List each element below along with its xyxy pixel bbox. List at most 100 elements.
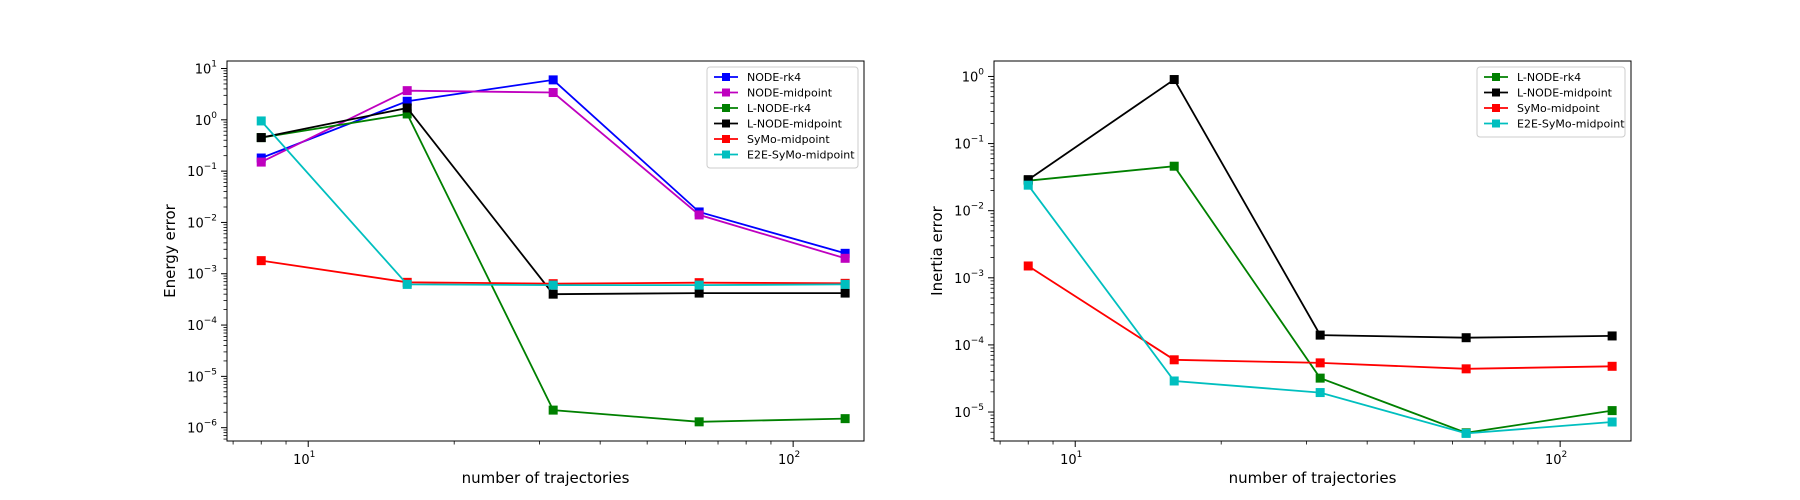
legend-box bbox=[1476, 66, 1626, 138]
legend-entry-node-midpoint: NODE-midpoint bbox=[714, 87, 833, 100]
series-symo-midpoint bbox=[1023, 261, 1617, 374]
series-l-node-midpoint bbox=[1023, 75, 1617, 343]
legend-entry-l-node-midpoint: L-NODE-midpoint bbox=[714, 118, 843, 131]
y-tick-label: 10−4 bbox=[954, 336, 984, 354]
legend-marker bbox=[722, 88, 730, 97]
legend-label: L-NODE-rk4 bbox=[1517, 71, 1581, 84]
x-axis-label: number of trajectories bbox=[462, 469, 630, 487]
legend-label: NODE-rk4 bbox=[747, 71, 801, 84]
y-tick-label: 101 bbox=[195, 59, 217, 77]
legend-marker bbox=[722, 73, 730, 81]
legend-label: E2E-SyMo-midpoint bbox=[747, 149, 855, 162]
data-point bbox=[1315, 388, 1325, 398]
legend-marker bbox=[1492, 119, 1500, 128]
legend-entry-e2e-symo-midpoint: E2E-SyMo-midpoint bbox=[714, 149, 855, 162]
data-point bbox=[1607, 417, 1617, 427]
data-point bbox=[548, 75, 558, 85]
data-point bbox=[548, 88, 558, 98]
y-tick-label: 10−3 bbox=[954, 269, 984, 287]
data-point bbox=[694, 280, 704, 290]
legend-entry-symo-midpoint: SyMo-midpoint bbox=[714, 133, 830, 146]
data-point bbox=[1607, 361, 1617, 371]
y-axis-label: Energy error bbox=[161, 203, 179, 297]
data-point bbox=[1315, 373, 1325, 383]
x-tick-label: 101 bbox=[293, 450, 315, 468]
data-point bbox=[1169, 75, 1179, 85]
y-tick-label: 10−6 bbox=[187, 419, 217, 437]
data-point bbox=[1169, 376, 1179, 386]
legend-entry-symo-midpoint: SyMo-midpoint bbox=[1484, 102, 1600, 115]
data-point bbox=[256, 256, 266, 266]
data-point bbox=[1023, 261, 1033, 271]
plot-frame bbox=[993, 60, 1632, 442]
data-point bbox=[1461, 364, 1471, 374]
legend-label: E2E-SyMo-midpoint bbox=[1517, 118, 1625, 131]
data-point bbox=[402, 279, 412, 289]
legend-label: L-NODE-rk4 bbox=[747, 102, 811, 115]
data-point bbox=[840, 248, 850, 258]
data-point bbox=[256, 157, 266, 167]
y-tick-label: 10−1 bbox=[954, 135, 984, 153]
data-point bbox=[840, 253, 850, 263]
legend-entry-node-rk4: NODE-rk4 bbox=[714, 71, 801, 84]
y-tick-label: 10−1 bbox=[187, 162, 217, 180]
legend-entry-l-node-midpoint: L-NODE-midpoint bbox=[1484, 87, 1613, 100]
series-e2e-symo-midpoint bbox=[1023, 180, 1617, 438]
series-l-node-midpoint bbox=[256, 103, 850, 299]
legend: NODE-rk4 NODE-midpoint L-NODE-rk4 L-NODE-mi… bbox=[706, 66, 859, 169]
data-point bbox=[256, 133, 266, 143]
legend-marker bbox=[1492, 104, 1500, 112]
minor-ticks bbox=[990, 79, 1539, 445]
chart-1: 101 102 10−6 10−5 10−4 10−3 10−2 10−1 100 101 numb… bbox=[161, 59, 865, 487]
data-point bbox=[1315, 358, 1325, 368]
data-point bbox=[402, 96, 412, 106]
data-point bbox=[548, 280, 558, 290]
data-point bbox=[1169, 355, 1179, 365]
minor-ticks bbox=[223, 70, 772, 445]
legend-marker bbox=[1492, 73, 1500, 81]
data-point bbox=[256, 116, 266, 126]
y-tick-label: 10−5 bbox=[187, 367, 217, 385]
legend: L-NODE-rk4 L-NODE-midpoint SyMo-midpoint E2… bbox=[1476, 66, 1626, 138]
data-point bbox=[694, 417, 704, 427]
y-tick-label: 10−5 bbox=[954, 403, 984, 421]
y-tick-label: 10−4 bbox=[187, 316, 217, 334]
data-point bbox=[840, 279, 850, 289]
x-tick-label: 102 bbox=[778, 450, 800, 468]
legend-label: L-NODE-midpoint bbox=[747, 118, 843, 131]
x-tick-label: 102 bbox=[1545, 450, 1567, 468]
y-tick-label: 10−2 bbox=[954, 202, 984, 220]
data-point bbox=[1023, 180, 1033, 190]
data-point bbox=[402, 86, 412, 96]
legend-marker bbox=[722, 135, 730, 143]
y-tick-label: 10−3 bbox=[187, 265, 217, 283]
legend-marker bbox=[722, 150, 730, 159]
data-point bbox=[840, 288, 850, 298]
data-point bbox=[1607, 331, 1617, 341]
legend-entry-e2e-symo-midpoint: E2E-SyMo-midpoint bbox=[1484, 118, 1625, 131]
chart-2: 101 102 10−5 10−4 10−3 10−2 10−1 100 number of t… bbox=[928, 60, 1632, 487]
y-tick-label: 100 bbox=[962, 67, 985, 85]
data-point bbox=[1023, 175, 1033, 185]
data-point bbox=[402, 109, 412, 119]
data-point bbox=[1169, 161, 1179, 171]
data-point bbox=[1607, 406, 1617, 416]
data-point bbox=[548, 289, 558, 299]
legend-marker bbox=[722, 119, 730, 128]
legend-entry-l-node-rk4: L-NODE-rk4 bbox=[714, 102, 811, 115]
data-point bbox=[548, 405, 558, 415]
y-axis-label: Inertia error bbox=[928, 205, 946, 295]
legend-box bbox=[706, 66, 859, 169]
data-point bbox=[694, 210, 704, 220]
legend-marker bbox=[722, 104, 730, 112]
y-tick-label: 100 bbox=[195, 111, 218, 129]
legend-label: NODE-midpoint bbox=[747, 87, 833, 100]
legend-entry-l-node-rk4: L-NODE-rk4 bbox=[1484, 71, 1581, 84]
data-point bbox=[694, 288, 704, 298]
data-point bbox=[1461, 428, 1471, 438]
series-e2e-symo-midpoint bbox=[256, 116, 850, 290]
plot-frame bbox=[226, 60, 865, 442]
legend-label: L-NODE-midpoint bbox=[1517, 87, 1613, 100]
legend-marker bbox=[1492, 88, 1500, 97]
